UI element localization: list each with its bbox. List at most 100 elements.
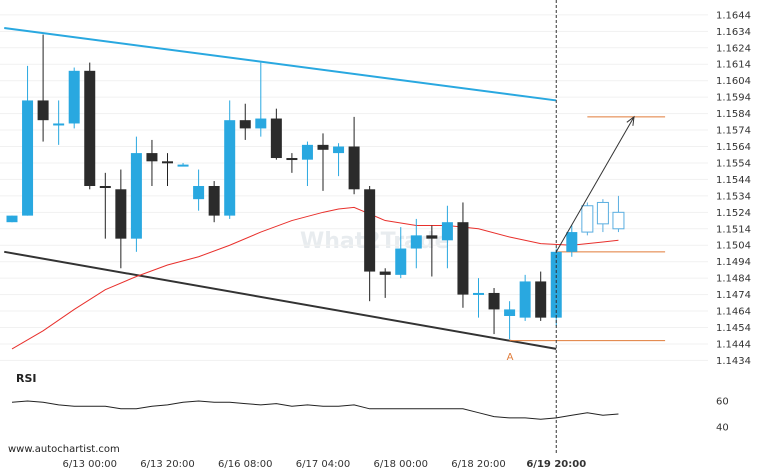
bullish-candle [473,278,484,318]
source-credit: www.autochartist.com [8,444,120,455]
candle-body [410,235,422,249]
bearish-candle [146,139,158,186]
bullish-candle [255,62,267,137]
candle-body [270,118,282,159]
candle-body [208,186,220,216]
rsi-tick-label: 40 [716,423,729,434]
candle-body [68,70,80,124]
y-tick-label: 1.1504 [716,241,751,252]
candle-body [37,100,49,121]
bullish-candle [22,65,34,216]
candle-body [519,281,531,318]
candle-body [426,235,438,239]
y-tick-label: 1.1644 [716,10,751,21]
y-tick-label: 1.1434 [716,356,751,367]
candle-body [99,186,111,188]
bearish-candle [37,34,49,142]
y-tick-label: 1.1634 [716,27,751,38]
candle-body [395,248,407,275]
point-label: A [507,352,514,363]
bearish-candle [286,153,298,173]
y-tick-label: 1.1594 [716,93,751,104]
candle-body [612,211,625,230]
y-tick-label: 1.1554 [716,158,751,169]
candle-body [162,161,173,164]
bearish-candle [457,202,469,308]
bullish-candle [566,225,578,257]
y-tick-label: 1.1604 [716,76,751,87]
candle-body [488,292,500,310]
bearish-candle [317,133,329,191]
candle-body [504,309,516,316]
candle-body [22,100,34,216]
forecast-arrow-head [626,115,635,126]
bearish-candle [379,268,391,298]
bullish-candle [441,205,453,269]
bearish-candle [208,181,220,223]
x-tick-label: 6/18 00:00 [374,459,428,470]
x-tick-label: 6/16 08:00 [218,459,272,470]
rsi-line [11,400,619,420]
y-tick-label: 1.1574 [716,126,751,137]
candle-body [379,271,391,275]
candle-body [239,120,251,129]
candle-body [333,146,345,154]
bullish-candle [6,215,18,223]
x-tick-label: 6/13 00:00 [63,459,117,470]
bullish-candle [177,162,189,167]
y-tick-label: 1.1564 [716,142,751,153]
x-tick-label: 6/19 20:00 [526,459,586,470]
candle-body [473,292,484,295]
candle-body [348,146,360,190]
y-tick-label: 1.1534 [716,191,751,202]
y-tick-label: 1.1484 [716,274,751,285]
bullish-candle [53,100,65,145]
bullish-candle [581,202,594,236]
candle-body [441,222,453,241]
candle-body [84,70,96,186]
bearish-candle [426,225,438,277]
candle-body [581,205,594,233]
bullish-candle [596,199,609,233]
candle-body [130,153,142,239]
x-tick-label: 6/13 20:00 [140,459,194,470]
candle-body [550,251,562,318]
candle-body [364,189,376,272]
candle-body [457,222,469,295]
bullish-candle [504,301,516,340]
bullish-candle [519,274,531,321]
y-tick-label: 1.1514 [716,224,751,235]
bullish-candle [301,141,313,186]
candle-body [286,158,298,161]
bullish-candle [130,136,142,252]
y-tick-label: 1.1584 [716,109,751,120]
bearish-candle [270,108,282,160]
bullish-candle [68,67,80,129]
candle-body [255,118,267,129]
bullish-candle [410,218,422,269]
candle-body [53,123,65,126]
y-tick-label: 1.1524 [716,208,751,219]
y-tick-label: 1.1624 [716,43,751,54]
bearish-candle [115,169,127,269]
candle-body [224,120,236,216]
bullish-candle [224,100,236,219]
bearish-candle [239,103,251,140]
bullish-candle [333,143,345,177]
candle-body [566,232,578,252]
candle-body [177,164,189,167]
bearish-candle [162,153,173,186]
bearish-candle [99,172,111,239]
candle-body [193,186,205,200]
bullish-candle [193,169,205,211]
y-tick-label: 1.1454 [716,323,751,334]
candle-body [301,144,313,160]
bearish-candle [348,116,360,195]
y-tick-label: 1.1544 [716,175,751,186]
rsi-tick-label: 60 [716,397,729,408]
y-tick-label: 1.1444 [716,339,751,350]
candle-body [146,153,158,162]
y-tick-label: 1.1464 [716,307,751,318]
forecast-arrow-line [555,116,635,253]
